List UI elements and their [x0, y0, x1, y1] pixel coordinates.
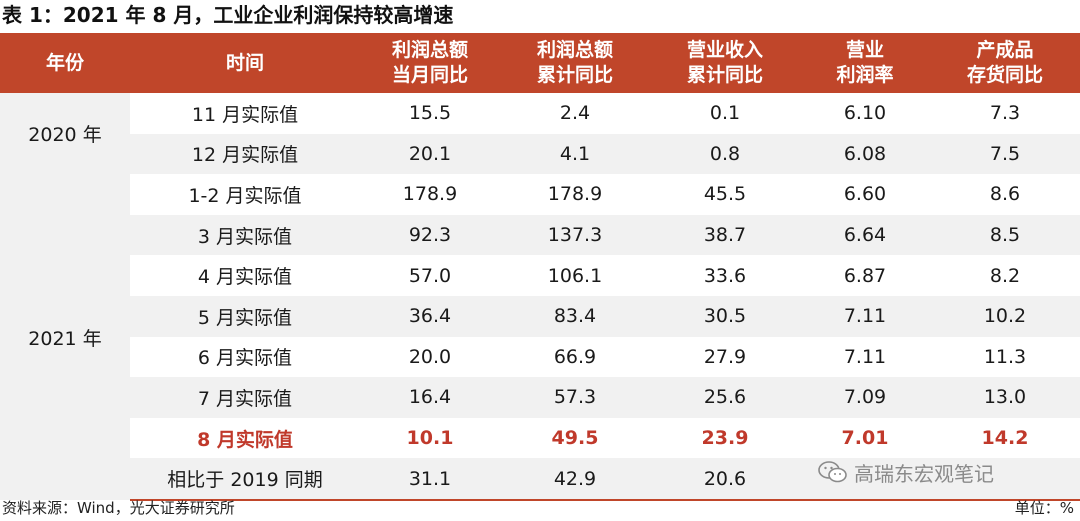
table-row: 7 月实际值 16.4 57.3 25.6 7.09 13.0: [0, 377, 1080, 418]
time-cell: 3 月实际值: [130, 214, 360, 256]
value-cell: 13.0: [930, 377, 1080, 418]
table-row: 相比于 2019 同期 31.1 42.9 20.6: [0, 458, 1080, 501]
value-cell: 6.87: [843, 264, 887, 287]
value-cell: 66.9: [553, 345, 597, 368]
value-cell: 15.5: [408, 102, 452, 125]
value-cell: 57.0: [408, 264, 452, 287]
value-cell: 178.9: [547, 183, 603, 206]
table-row: 4 月实际值 57.0 106.1 33.6 6.87 8.2: [0, 255, 1080, 296]
value-cell: 8.6: [989, 183, 1021, 206]
value-cell: 92.3: [360, 214, 500, 256]
value-cell: 10.2: [930, 295, 1080, 337]
value-cell: 4.1: [500, 133, 650, 175]
time-cell: 11 月实际值: [191, 103, 299, 126]
value-cell: 8.2: [989, 264, 1021, 287]
value-cell: 2.4: [559, 102, 591, 125]
year-cell-2021: 2021 年: [0, 174, 130, 500]
value-cell: 6.08: [800, 133, 930, 175]
value-cell: 33.6: [703, 264, 747, 287]
table-title: 表 1：2021 年 8 月，工业企业利润保持较高增速: [2, 3, 454, 27]
col-header-profit-cumulative: 利润总额 累计同比: [500, 33, 650, 93]
col-header-margin: 营业 利润率: [800, 33, 930, 93]
col-header-year: 年份: [0, 33, 130, 93]
profit-table: 年份 时间 利润总额 当月同比 利润总额 累计同比 营业收入 累计同比 营业 利润率 产…: [0, 33, 1080, 501]
unit-note: 单位：%: [1014, 499, 1074, 517]
table-row: 6 月实际值 20.0 66.9 27.9 7.11 11.3: [0, 337, 1080, 378]
value-cell: 45.5: [703, 183, 747, 206]
value-cell: 57.3: [500, 377, 650, 418]
table-row-highlight: 8 月实际值 10.1 49.5 23.9 7.01 14.2: [0, 418, 1080, 459]
time-cell: 相比于 2019 同期: [130, 458, 360, 501]
value-cell: 6.10: [843, 102, 887, 125]
value-cell: 7.5: [930, 133, 1080, 175]
value-cell: 11.3: [983, 345, 1027, 368]
value-cell: 7.01: [841, 427, 889, 450]
year-cell-2020: 2020 年: [0, 93, 130, 175]
value-cell: 137.3: [500, 214, 650, 256]
value-cell: 49.5: [551, 427, 599, 450]
col-header-inventory: 产成品 存货同比: [930, 33, 1080, 93]
value-cell: 38.7: [650, 214, 800, 256]
value-cell: 20.0: [408, 345, 452, 368]
value-cell: 30.5: [650, 295, 800, 337]
time-cell: 1-2 月实际值: [188, 184, 302, 207]
time-cell: 8 月实际值: [197, 428, 293, 451]
value-cell: 7.3: [989, 102, 1021, 125]
value-cell: 42.9: [500, 458, 650, 501]
value-cell: 0.8: [650, 133, 800, 175]
value-cell: 25.6: [650, 377, 800, 418]
watermark-text: 高瑞东宏观笔记: [854, 461, 994, 486]
value-cell: 20.6: [650, 458, 800, 501]
table-row: 2021 年 1-2 月实际值 178.9 178.9 45.5 6.60 8.…: [0, 174, 1080, 500]
value-cell: 106.1: [547, 264, 603, 287]
wechat-icon: [818, 461, 847, 483]
value-cell: 0.1: [709, 102, 741, 125]
value-cell: 83.4: [500, 295, 650, 337]
value-cell: 10.1: [406, 427, 454, 450]
table-row: 5 月实际值 36.4 83.4 30.5 7.11 10.2: [0, 295, 1080, 337]
time-cell: 4 月实际值: [197, 266, 293, 289]
value-cell: 7.09: [800, 377, 930, 418]
value-cell: 27.9: [703, 345, 747, 368]
table-row: 2020 年 11 月实际值 15.5 2.4 0.1 6.10 7.3: [0, 93, 1080, 175]
source-note: 资料来源：Wind，光大证券研究所: [2, 499, 235, 517]
col-header-time: 时间: [130, 33, 360, 93]
data-table-container: 年份 时间 利润总额 当月同比 利润总额 累计同比 营业收入 累计同比 营业 利润率 产…: [0, 33, 1080, 501]
time-cell: 5 月实际值: [130, 295, 360, 337]
col-header-profit-monthly: 利润总额 当月同比: [360, 33, 500, 93]
time-cell: 6 月实际值: [197, 347, 293, 370]
time-cell: 12 月实际值: [130, 133, 360, 175]
value-cell: [930, 458, 1080, 501]
time-cell: 7 月实际值: [130, 377, 360, 418]
col-header-revenue-cumulative: 营业收入 累计同比: [650, 33, 800, 93]
value-cell: 7.11: [843, 345, 887, 368]
header-row: 年份 时间 利润总额 当月同比 利润总额 累计同比 营业收入 累计同比 营业 利润率 产…: [0, 33, 1080, 93]
value-cell: 6.64: [800, 214, 930, 256]
value-cell: 178.9: [402, 183, 458, 206]
value-cell: 8.5: [930, 214, 1080, 256]
value-cell: 14.2: [981, 427, 1029, 450]
value-cell: 6.60: [843, 183, 887, 206]
table-row: 3 月实际值 92.3 137.3 38.7 6.64 8.5: [0, 214, 1080, 256]
value-cell: 31.1: [360, 458, 500, 501]
value-cell: 7.11: [800, 295, 930, 337]
value-cell: 36.4: [360, 295, 500, 337]
table-row: 12 月实际值 20.1 4.1 0.8 6.08 7.5: [0, 133, 1080, 175]
value-cell: 20.1: [360, 133, 500, 175]
value-cell: 16.4: [360, 377, 500, 418]
watermark: 高瑞东宏观笔记: [818, 457, 994, 487]
value-cell: 23.9: [701, 427, 749, 450]
